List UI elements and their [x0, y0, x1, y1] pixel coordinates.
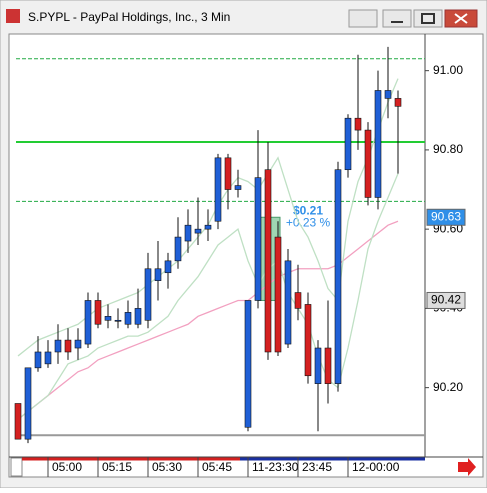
x-tick-label: 05:30	[152, 460, 182, 474]
candle-body	[184, 224, 192, 242]
candle-body	[294, 292, 302, 309]
candle-body	[144, 268, 152, 321]
price-marker-label: 90.63	[431, 209, 461, 223]
candle-body	[374, 90, 382, 198]
candle-body	[384, 90, 392, 99]
candle-body	[14, 403, 22, 440]
candle-body	[34, 351, 42, 369]
candle-body	[164, 260, 172, 274]
candle-body	[214, 157, 222, 222]
x-tick-label: 05:45	[202, 460, 232, 474]
candle-body	[274, 236, 282, 353]
x-tick-label: 12-00:00	[352, 460, 400, 474]
candle-body	[224, 157, 232, 190]
close-icon	[454, 13, 468, 24]
candle-body	[104, 316, 112, 321]
candle-body	[24, 367, 32, 440]
candle-body	[234, 185, 242, 190]
indicator-line	[17, 220, 399, 420]
price-marker	[426, 208, 466, 226]
candle-body	[124, 312, 132, 325]
measure-pct: +0.23 %	[286, 215, 331, 229]
candle-body	[114, 319, 122, 322]
candle-body	[174, 236, 182, 262]
indicator-line	[17, 173, 399, 420]
candle-body	[244, 300, 252, 428]
candle-body	[314, 347, 322, 384]
price-marker	[426, 291, 466, 309]
candle-body	[304, 304, 312, 377]
candle-body	[94, 300, 102, 325]
maximize-icon	[421, 13, 435, 24]
candle-body	[134, 308, 142, 325]
candle-body	[354, 117, 362, 131]
candle-body	[284, 260, 292, 345]
candle-body	[44, 351, 52, 365]
candle-body	[194, 228, 202, 234]
x-tick-label: 05:15	[102, 460, 132, 474]
x-tick-label: 23:45	[302, 460, 332, 474]
app-icon	[6, 9, 20, 23]
window-title: S.PYPL - PayPal Holdings, Inc., 3 Min	[28, 10, 230, 24]
y-tick-label: 91.00	[433, 63, 463, 77]
scroll-arrow[interactable]	[458, 458, 476, 476]
candle-body	[344, 117, 352, 171]
link-button[interactable]	[348, 9, 378, 28]
scroll-box[interactable]	[10, 457, 23, 477]
candle-body	[54, 339, 62, 353]
price-marker-label: 90.42	[431, 293, 461, 307]
y-tick-label: 90.80	[433, 142, 463, 156]
candle-body	[394, 98, 402, 107]
y-tick-label: 90.20	[433, 380, 463, 394]
x-tick-label: 05:00	[52, 460, 82, 474]
maximize-button[interactable]	[413, 9, 443, 28]
candle-body	[324, 347, 332, 384]
candle-body	[264, 169, 272, 353]
minimize-button[interactable]	[382, 9, 412, 28]
measure-change: $0.21	[293, 203, 323, 217]
candle-body	[364, 129, 372, 198]
candle-body	[74, 339, 82, 349]
candle-body	[254, 177, 262, 301]
candle-body	[334, 169, 342, 384]
candle-body	[84, 300, 92, 345]
candle-body	[64, 339, 72, 353]
candle-body	[154, 268, 162, 281]
x-tick-label: 11-23:30	[252, 460, 299, 474]
candle-body	[204, 224, 212, 230]
